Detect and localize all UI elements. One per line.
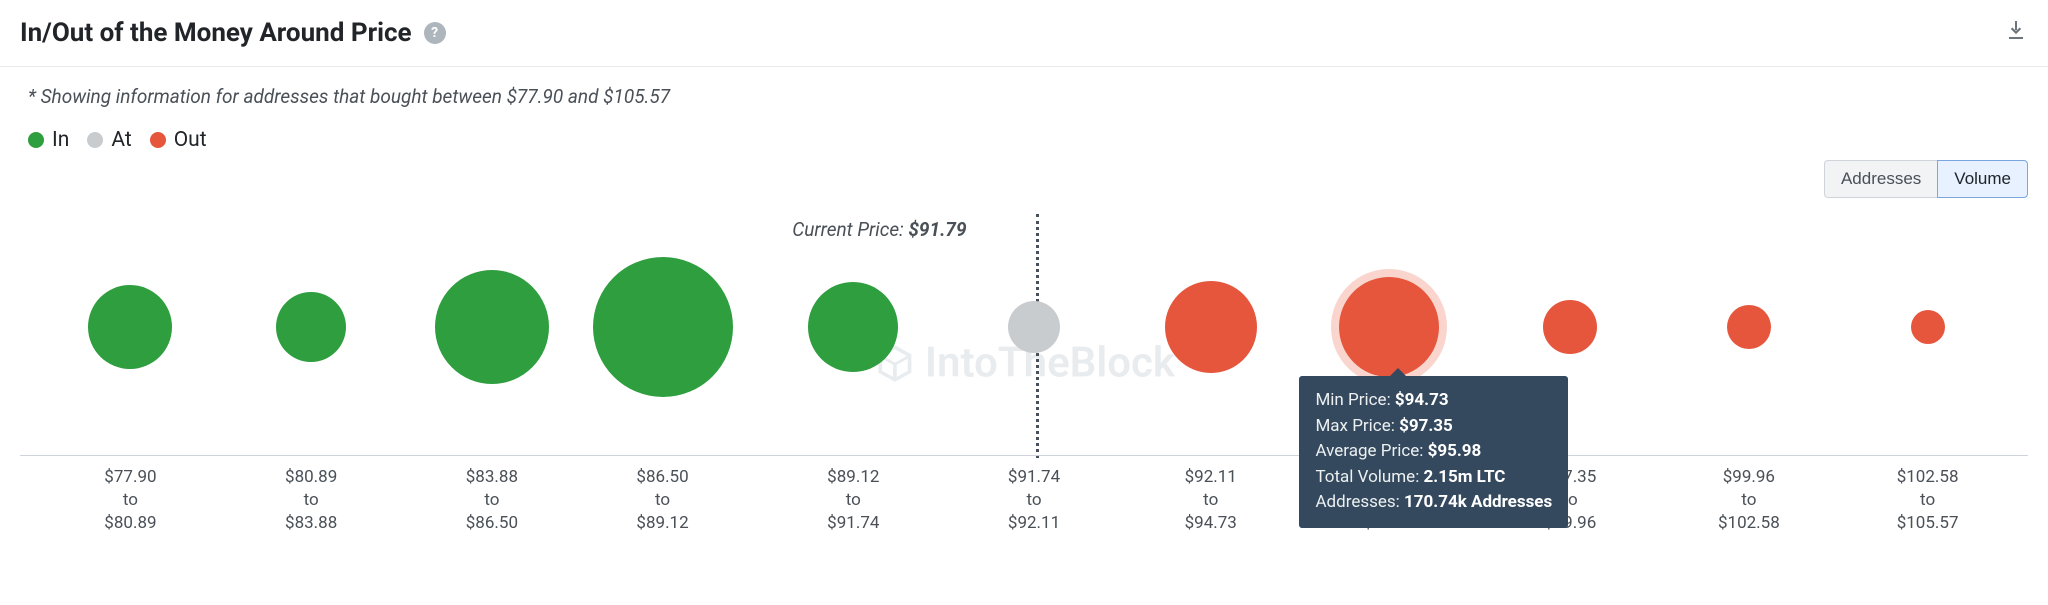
bubble-row [20,198,2028,456]
bubble-out[interactable] [1339,277,1439,377]
bubble-in[interactable] [808,282,898,372]
bubble-cell[interactable] [88,198,172,455]
bubble-cell[interactable] [1165,198,1257,455]
tooltip: Min Price: $94.73Max Price: $97.35Averag… [1299,376,1568,528]
bubble-in[interactable] [593,257,733,397]
legend-label-out: Out [174,128,207,152]
title-wrap: In/Out of the Money Around Price ? [20,18,446,48]
bubble-out[interactable] [1165,281,1257,373]
bubble-cell[interactable] [435,198,549,455]
bubble-cell[interactable] [276,198,346,455]
toggle-group: Addresses Volume [1824,160,2028,198]
x-axis-label: $99.96to$102.58 [1718,466,1780,535]
bubble-cell[interactable] [1008,198,1060,455]
x-axis: $77.90to$80.89$80.89to$83.88$83.88to$86.… [20,466,2028,526]
bubble-cell[interactable] [593,198,733,455]
x-axis-label: $92.11to$94.73 [1185,466,1237,535]
bubble-out[interactable] [1911,310,1945,344]
x-axis-label: $91.74to$92.11 [1008,466,1060,535]
x-axis-label: $83.88to$86.50 [466,466,518,535]
header: In/Out of the Money Around Price ? [0,0,2048,67]
legend-label-in: In [52,128,69,152]
subtitle: * Showing information for addresses that… [0,67,2048,118]
toggle-addresses-button[interactable]: Addresses [1824,160,1937,198]
bubble-in[interactable] [435,270,549,384]
x-axis-label: $102.58to$105.57 [1897,466,1959,535]
legend-dot-in [28,132,44,148]
x-axis-label: $77.90to$80.89 [104,466,156,535]
legend-label-at: At [111,128,131,152]
x-axis-label: $80.89to$83.88 [285,466,337,535]
download-icon[interactable] [2004,19,2028,47]
legend-dot-at [87,132,103,148]
legend-item-out[interactable]: Out [150,128,207,152]
page-title: In/Out of the Money Around Price [20,18,412,48]
bubble-in[interactable] [276,292,346,362]
x-axis-label: $89.12to$91.74 [827,466,879,535]
x-axis-label: $86.50to$89.12 [636,466,688,535]
bubble-out[interactable] [1727,305,1771,349]
bubble-at[interactable] [1008,301,1060,353]
bubble-cell[interactable] [1727,198,1771,455]
toggle-row: Addresses Volume [0,156,2048,198]
legend-dot-out [150,132,166,148]
bubble-cell[interactable] [1911,198,1945,455]
toggle-volume-button[interactable]: Volume [1937,160,2028,198]
legend-item-in[interactable]: In [28,128,69,152]
legend-item-at[interactable]: At [87,128,131,152]
help-icon[interactable]: ? [424,22,446,44]
bubble-in[interactable] [88,285,172,369]
bubble-cell[interactable] [808,198,898,455]
bubble-out[interactable] [1543,300,1597,354]
chart: IntoTheBlock Current Price: $91.79 $77.9… [20,198,2028,498]
legend: In At Out [0,118,2048,156]
